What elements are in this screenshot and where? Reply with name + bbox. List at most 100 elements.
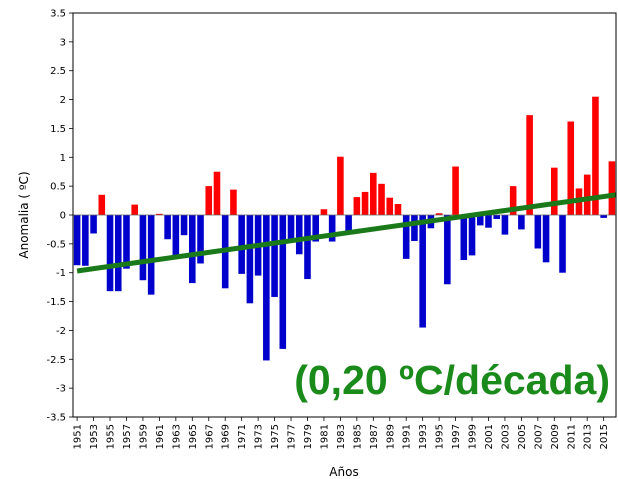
bar-1963	[172, 215, 180, 258]
bar-1986	[361, 191, 369, 215]
x-tick-label: 1957	[122, 424, 133, 449]
bar-2016	[608, 161, 616, 215]
y-axis: 3.5 3 2.5 2 1.5 1 0.5 0 -0.5 -1 -1.5 -2 -2.5 -3 -3.5	[46, 9, 73, 424]
bar-1978	[295, 215, 303, 255]
bar-1996	[444, 215, 451, 285]
trend-line	[76, 192, 617, 274]
x-tick-label: 2011	[566, 424, 577, 449]
bar-1989	[386, 197, 394, 215]
bar-1988	[378, 183, 385, 215]
bar-1983	[337, 156, 344, 215]
bar-2014	[592, 96, 599, 215]
x-tick-label: 1951	[73, 424, 84, 449]
x-tick-label: 2001	[484, 424, 495, 449]
y-tick-label: 3	[60, 37, 66, 48]
bar-1997	[452, 166, 459, 215]
bar-2006	[526, 115, 533, 215]
bar-2003	[501, 215, 509, 235]
y-axis-label: Anomalia ( ºC)	[17, 171, 31, 258]
x-tick-label: 2015	[599, 424, 610, 449]
x-tick-label: 1971	[237, 424, 248, 449]
bar-1979	[304, 215, 311, 280]
bar-2000	[476, 215, 484, 226]
x-tick-label: 1979	[303, 424, 314, 449]
x-tick-label: 1985	[352, 424, 363, 449]
bar-2005	[518, 215, 525, 230]
bar-1971	[238, 215, 245, 274]
bar-1991	[402, 215, 410, 259]
y-tick-label: 1.5	[50, 124, 66, 135]
x-tick-label: 2009	[550, 424, 561, 449]
bar-1998	[460, 215, 468, 261]
x-tick-label: 2013	[583, 424, 594, 449]
bar-2008	[542, 215, 550, 263]
bar-1976	[279, 215, 287, 349]
bar-2004	[509, 186, 517, 215]
y-tick-label: -3.5	[46, 413, 66, 424]
bar-1980	[312, 215, 319, 242]
bar-1961	[156, 213, 163, 215]
bar-2013	[583, 174, 591, 215]
y-tick-label: 2.5	[50, 66, 66, 77]
y-tick-label: -2	[56, 326, 66, 337]
bar-1954	[98, 194, 106, 215]
bar-1981	[320, 209, 328, 215]
bar-1984	[345, 215, 352, 232]
x-tick-label: 1963	[171, 424, 182, 449]
y-tick-label: 0	[60, 211, 66, 222]
x-tick-label: 1955	[106, 424, 117, 449]
x-tick-label: 1997	[451, 424, 462, 449]
bar-1967	[205, 186, 213, 215]
bar-1993	[419, 215, 426, 328]
bar-1977	[287, 215, 295, 241]
x-tick-label: 1975	[270, 424, 281, 449]
y-tick-label: -1.5	[46, 297, 66, 308]
y-tick-label: 2	[60, 95, 66, 106]
x-tick-label: 1981	[319, 424, 330, 449]
bar-1970	[230, 189, 237, 215]
bar-1962	[164, 215, 171, 240]
x-tick-label: 1969	[221, 424, 232, 449]
bar-1951	[73, 215, 81, 266]
bar-1987	[370, 172, 377, 215]
bar-1953	[90, 215, 97, 234]
y-tick-label: -1	[56, 268, 66, 279]
bar-2001	[485, 215, 492, 228]
x-tick-label: 1959	[138, 424, 149, 449]
y-tick-label: -0.5	[46, 239, 66, 250]
bar-1958	[131, 204, 138, 215]
x-tick-label: 1973	[254, 424, 265, 449]
bar-2015	[600, 215, 607, 218]
x-tick-label: 1983	[336, 424, 347, 449]
bar-1992	[411, 215, 418, 241]
bar-1974	[263, 215, 270, 361]
x-axis: 1951 1953 1955 1957 1959 1961 1963 1965 1967 1969…	[73, 417, 610, 449]
bar-1985	[353, 197, 361, 215]
x-tick-label: 1967	[204, 424, 215, 449]
x-tick-label: 1987	[369, 424, 380, 449]
bar-2009	[551, 167, 558, 215]
x-tick-label: 1995	[435, 424, 446, 449]
x-tick-label: 1989	[385, 424, 396, 449]
bar-1959	[139, 215, 147, 281]
bar-1968	[213, 171, 221, 215]
x-tick-label: 1953	[89, 424, 100, 449]
bar-2002	[493, 215, 500, 220]
bar-1956	[114, 215, 122, 292]
x-tick-label: 1965	[188, 424, 199, 449]
trend-rate-label: (0,20 ºC/década)	[294, 357, 610, 403]
bar-1952	[82, 215, 89, 266]
x-tick-label: 1977	[287, 424, 298, 449]
x-tick-label: 2007	[533, 424, 544, 449]
x-tick-label: 1961	[155, 424, 166, 449]
y-tick-label: 0.5	[50, 182, 66, 193]
bar-1972	[246, 215, 254, 304]
x-tick-label: 2005	[517, 424, 528, 449]
bar-2011	[567, 121, 575, 215]
bar-1965	[189, 215, 196, 284]
bar-1975	[271, 215, 278, 297]
bar-2010	[559, 215, 566, 273]
bar-1964	[180, 215, 188, 236]
bar-1982	[328, 215, 336, 242]
